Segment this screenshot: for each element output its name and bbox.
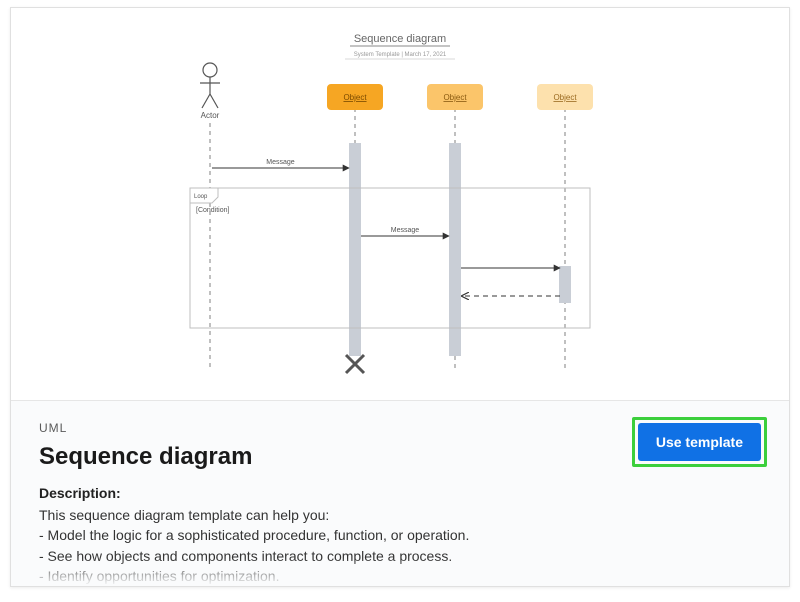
description-line: - Model the logic for a sophisticated pr… — [39, 525, 761, 545]
svg-text:Actor: Actor — [201, 111, 220, 120]
sequence-diagram-svg: Sequence diagram System Template | March … — [130, 8, 670, 398]
svg-text:Object: Object — [553, 93, 577, 102]
svg-text:Message: Message — [391, 227, 420, 234]
svg-text:System Template | March 17, 20: System Template | March 17, 2021 — [354, 52, 447, 58]
description-heading: Description: — [39, 485, 761, 501]
svg-text:[Condition]: [Condition] — [196, 207, 230, 214]
description-line: This sequence diagram template can help … — [39, 505, 761, 525]
description-line: - See how objects and components interac… — [39, 546, 761, 566]
template-card: Sequence diagram System Template | March … — [10, 7, 790, 587]
svg-text:Message: Message — [266, 159, 295, 166]
description-body: This sequence diagram template can help … — [39, 505, 761, 586]
description-line: - Identify opportunities for optimizatio… — [39, 566, 761, 586]
svg-text:Loop: Loop — [194, 194, 208, 200]
diagram-preview: Sequence diagram System Template | March … — [11, 8, 789, 400]
use-template-highlight: Use template — [632, 417, 767, 467]
svg-text:Object: Object — [443, 93, 467, 102]
use-template-button[interactable]: Use template — [638, 423, 761, 461]
svg-text:Sequence diagram: Sequence diagram — [354, 33, 446, 45]
svg-text:Object: Object — [343, 93, 367, 102]
info-panel: UML Sequence diagram Description: This s… — [11, 400, 789, 586]
